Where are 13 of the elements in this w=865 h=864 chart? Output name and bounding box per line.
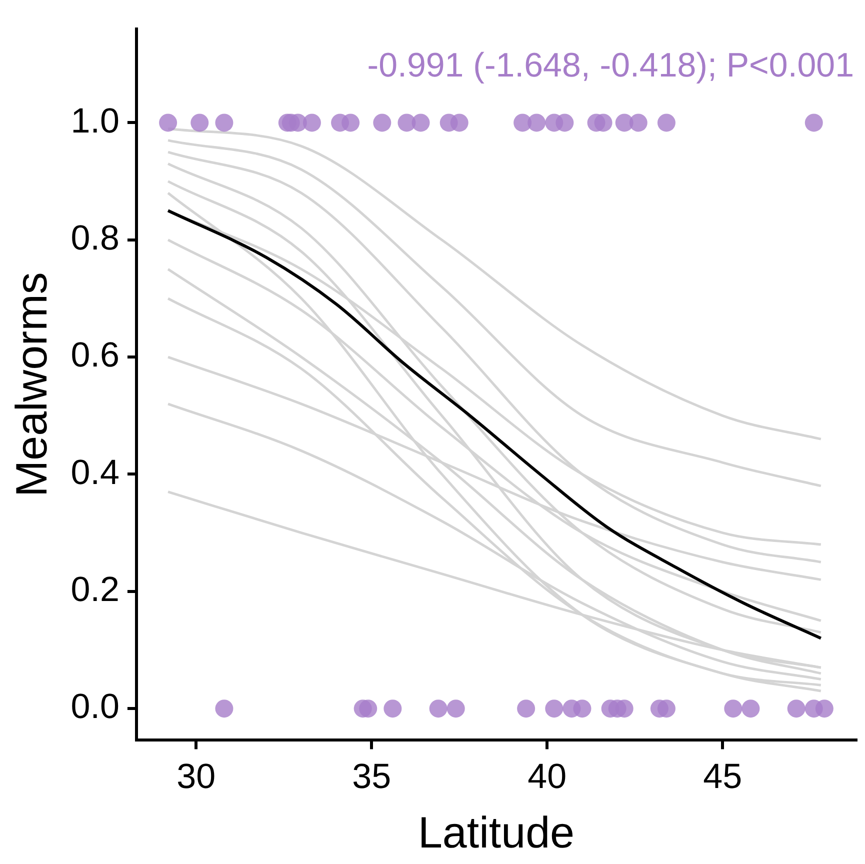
y-axis-title: Mealworms bbox=[8, 272, 57, 498]
x-axis-title: Latitude bbox=[418, 808, 575, 858]
annotation: -0.991 (-1.648, -0.418); P<0.001 bbox=[367, 46, 854, 84]
y-tick-label: 0.4 bbox=[70, 452, 120, 492]
x-tick-label: 45 bbox=[703, 756, 742, 796]
x-tick-label: 30 bbox=[176, 756, 216, 796]
y-tick-label: 0.8 bbox=[70, 218, 120, 258]
x-tick-label: 40 bbox=[528, 756, 567, 796]
y-tick-label: 1.0 bbox=[70, 101, 120, 140]
y-tick-label: 0.2 bbox=[70, 570, 120, 610]
y-tick-label: 0.6 bbox=[70, 336, 120, 375]
y-tick-label: 0.0 bbox=[70, 687, 120, 726]
x-tick-label: 35 bbox=[352, 756, 392, 796]
